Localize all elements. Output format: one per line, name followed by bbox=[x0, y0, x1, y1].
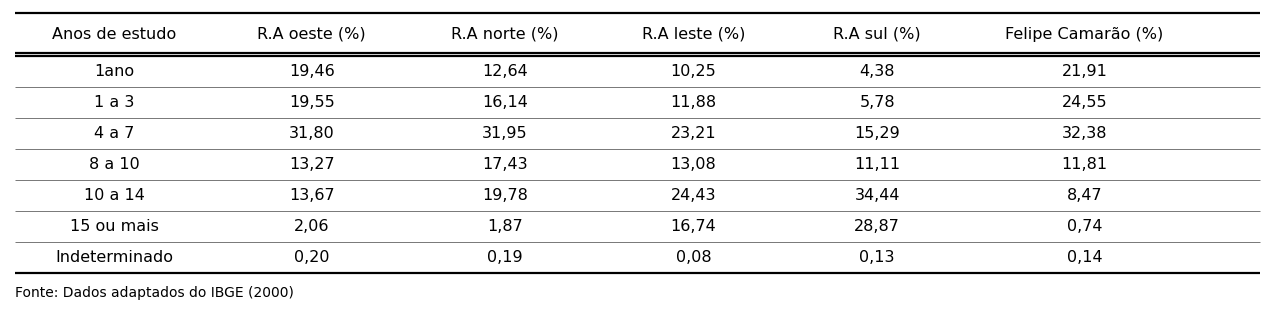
Text: 15 ou mais: 15 ou mais bbox=[70, 219, 158, 234]
Text: 34,44: 34,44 bbox=[854, 188, 900, 203]
Text: 17,43: 17,43 bbox=[482, 157, 528, 172]
Text: 0,20: 0,20 bbox=[295, 250, 329, 265]
Text: 13,08: 13,08 bbox=[671, 157, 717, 172]
Text: R.A norte (%): R.A norte (%) bbox=[451, 27, 558, 42]
Text: 1,87: 1,87 bbox=[487, 219, 523, 234]
Text: Felipe Camarão (%): Felipe Camarão (%) bbox=[1005, 27, 1164, 42]
Text: R.A sul (%): R.A sul (%) bbox=[834, 27, 921, 42]
Text: 4,38: 4,38 bbox=[859, 64, 895, 79]
Text: 15,29: 15,29 bbox=[854, 126, 900, 141]
Text: 0,19: 0,19 bbox=[487, 250, 523, 265]
Text: 10,25: 10,25 bbox=[671, 64, 717, 79]
Text: 11,81: 11,81 bbox=[1061, 157, 1108, 172]
Text: 0,14: 0,14 bbox=[1067, 250, 1102, 265]
Text: R.A leste (%): R.A leste (%) bbox=[641, 27, 746, 42]
Text: 19,46: 19,46 bbox=[289, 64, 334, 79]
Text: 1ano: 1ano bbox=[94, 64, 134, 79]
Text: 1 a 3: 1 a 3 bbox=[94, 95, 134, 110]
Text: 13,27: 13,27 bbox=[289, 157, 334, 172]
Text: 10 a 14: 10 a 14 bbox=[84, 188, 144, 203]
Text: 24,55: 24,55 bbox=[1062, 95, 1107, 110]
Text: 13,67: 13,67 bbox=[289, 188, 334, 203]
Text: 0,74: 0,74 bbox=[1067, 219, 1102, 234]
Text: R.A oeste (%): R.A oeste (%) bbox=[258, 27, 366, 42]
Text: 32,38: 32,38 bbox=[1062, 126, 1107, 141]
Text: 0,13: 0,13 bbox=[859, 250, 895, 265]
Text: 19,78: 19,78 bbox=[482, 188, 528, 203]
Text: 31,80: 31,80 bbox=[289, 126, 334, 141]
Text: 2,06: 2,06 bbox=[295, 219, 329, 234]
Text: Anos de estudo: Anos de estudo bbox=[52, 27, 176, 42]
Text: 28,87: 28,87 bbox=[854, 219, 900, 234]
Text: 11,11: 11,11 bbox=[854, 157, 900, 172]
Text: 8,47: 8,47 bbox=[1067, 188, 1102, 203]
Text: 8 a 10: 8 a 10 bbox=[89, 157, 139, 172]
Text: Fonte: Dados adaptados do IBGE (2000): Fonte: Dados adaptados do IBGE (2000) bbox=[15, 286, 295, 300]
Text: 16,74: 16,74 bbox=[671, 219, 717, 234]
Text: 31,95: 31,95 bbox=[482, 126, 528, 141]
Text: 19,55: 19,55 bbox=[289, 95, 334, 110]
Text: 21,91: 21,91 bbox=[1062, 64, 1107, 79]
Text: 12,64: 12,64 bbox=[482, 64, 528, 79]
Text: 0,08: 0,08 bbox=[676, 250, 711, 265]
Text: Indeterminado: Indeterminado bbox=[55, 250, 173, 265]
Text: 5,78: 5,78 bbox=[859, 95, 895, 110]
Text: 16,14: 16,14 bbox=[482, 95, 528, 110]
Text: 11,88: 11,88 bbox=[671, 95, 717, 110]
Text: 4 a 7: 4 a 7 bbox=[94, 126, 134, 141]
Text: 24,43: 24,43 bbox=[671, 188, 717, 203]
Text: 23,21: 23,21 bbox=[671, 126, 717, 141]
